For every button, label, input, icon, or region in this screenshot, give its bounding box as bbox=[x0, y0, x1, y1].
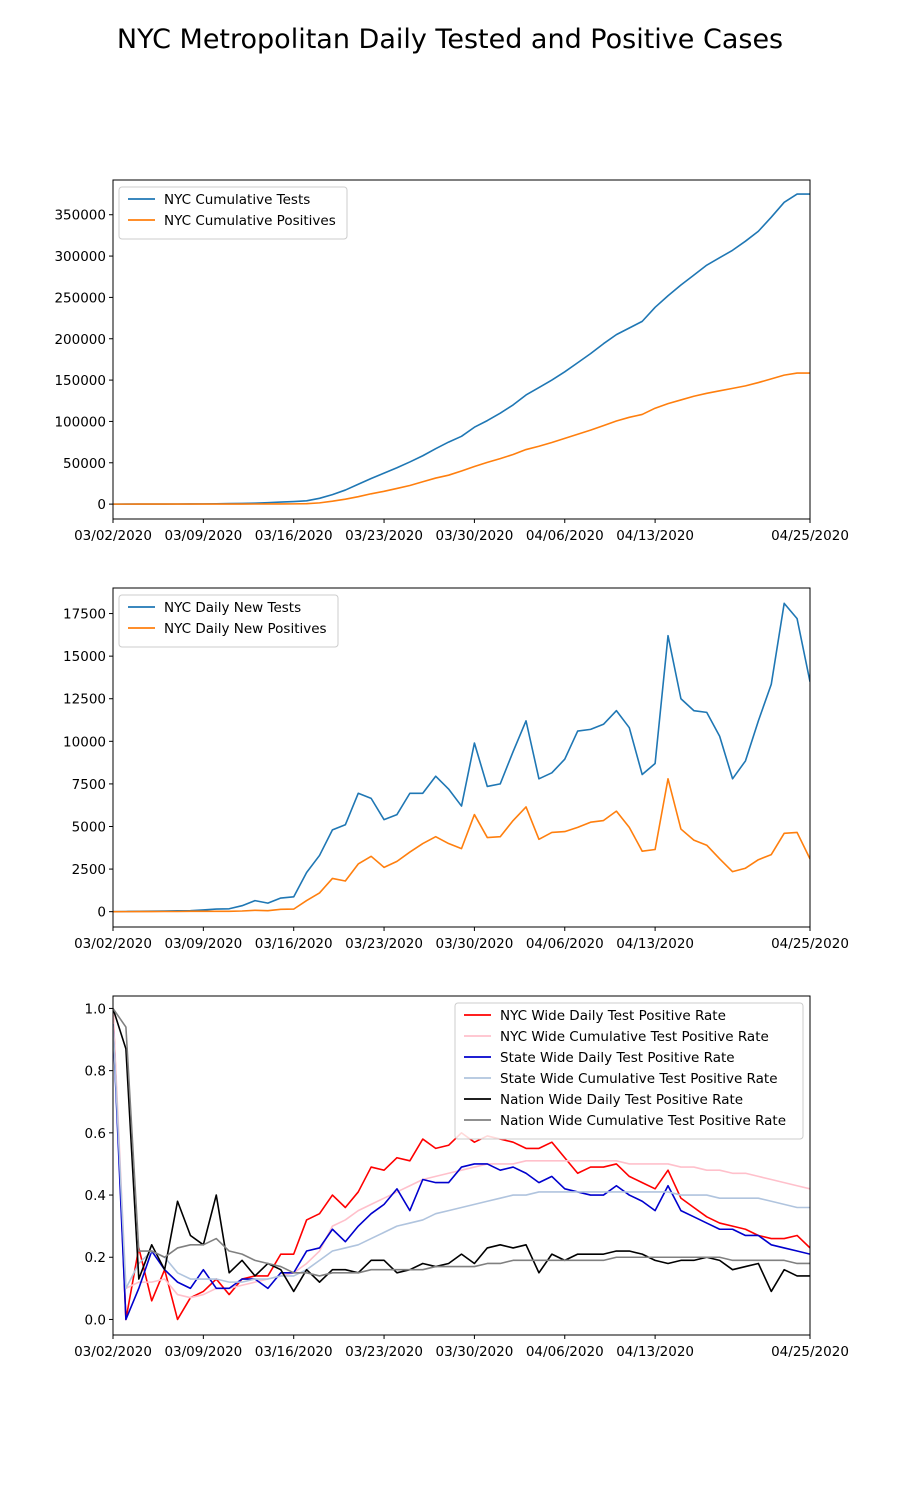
legend-label: NYC Wide Cumulative Test Positive Rate bbox=[500, 1029, 769, 1045]
series-line-1-2 bbox=[113, 372, 810, 505]
y-tick-label: 0.6 bbox=[85, 1126, 106, 1142]
y-tick-label: 250000 bbox=[54, 290, 106, 306]
x-tick-label: 03/23/2020 bbox=[345, 936, 423, 952]
x-tick-label: 03/09/2020 bbox=[164, 1344, 242, 1360]
legend-box bbox=[118, 594, 339, 648]
x-tick-label: 03/02/2020 bbox=[74, 1344, 152, 1360]
x-tick-label: 04/13/2020 bbox=[616, 528, 694, 544]
legend-label: NYC Cumulative Positives bbox=[164, 213, 336, 229]
legend-label: Nation Wide Cumulative Test Positive Rat… bbox=[500, 1113, 786, 1129]
chart-panel-3: 0.0 0.2 0.4 0.6 0.8 1.0 03/02/2020 03/09/2020 03… bbox=[74, 995, 849, 1360]
y-tick-label: 300000 bbox=[54, 249, 106, 265]
y-tick-label: 0.4 bbox=[85, 1188, 106, 1204]
x-tick-label: 04/06/2020 bbox=[526, 936, 604, 952]
x-tick-label: 04/25/2020 bbox=[771, 936, 849, 952]
x-tick-label: 03/02/2020 bbox=[74, 528, 152, 544]
x-tick-label: 03/09/2020 bbox=[164, 936, 242, 952]
x-tick-label: 04/06/2020 bbox=[526, 528, 604, 544]
series-line-1-1 bbox=[113, 193, 810, 505]
x-tick-label: 03/30/2020 bbox=[436, 528, 514, 544]
x-tick-label: 03/16/2020 bbox=[255, 1344, 333, 1360]
y-tick-label: 5000 bbox=[72, 819, 106, 835]
chart-panel-1: 0 50000 100000 150000 200000 250000 300000 3500… bbox=[54, 179, 849, 544]
y-tick-label: 200000 bbox=[54, 332, 106, 348]
x-tick-label: 03/02/2020 bbox=[74, 936, 152, 952]
x-tick-label: 03/09/2020 bbox=[164, 528, 242, 544]
x-tick-label: 03/30/2020 bbox=[436, 1344, 514, 1360]
legend-label: Nation Wide Daily Test Positive Rate bbox=[500, 1092, 743, 1108]
y-tick-label: 0.0 bbox=[85, 1312, 106, 1328]
y-tick-label: 12500 bbox=[63, 692, 106, 708]
y-tick-label: 0 bbox=[97, 905, 106, 921]
y-tick-label: 7500 bbox=[72, 777, 106, 793]
y-tick-label: 50000 bbox=[63, 456, 106, 472]
y-tick-label: 17500 bbox=[63, 607, 106, 623]
x-tick-label: 04/13/2020 bbox=[616, 1344, 694, 1360]
y-tick-label: 0.2 bbox=[85, 1250, 106, 1266]
x-tick-label: 03/30/2020 bbox=[436, 936, 514, 952]
series-line-2-1 bbox=[113, 602, 810, 913]
x-tick-label: 03/23/2020 bbox=[345, 1344, 423, 1360]
y-tick-label: 100000 bbox=[54, 414, 106, 430]
legend-box bbox=[454, 1002, 804, 1140]
x-tick-label: 03/23/2020 bbox=[345, 528, 423, 544]
legend-box bbox=[118, 186, 348, 240]
x-tick-label: 03/16/2020 bbox=[255, 528, 333, 544]
x-tick-label: 04/13/2020 bbox=[616, 936, 694, 952]
figure-title: NYC Metropolitan Daily Tested and Positi… bbox=[116, 24, 784, 55]
series-line-2-2 bbox=[113, 777, 810, 913]
y-tick-label: 150000 bbox=[54, 373, 106, 389]
x-tick-label: 04/25/2020 bbox=[771, 528, 849, 544]
y-tick-label: 2500 bbox=[72, 862, 106, 878]
legend-label: NYC Daily New Tests bbox=[164, 600, 301, 616]
y-tick-label: 1.0 bbox=[85, 1001, 106, 1017]
y-tick-label: 10000 bbox=[63, 734, 106, 750]
legend-label: State Wide Daily Test Positive Rate bbox=[500, 1050, 735, 1066]
legend-label: NYC Daily New Positives bbox=[164, 621, 327, 637]
x-tick-label: 04/25/2020 bbox=[771, 1344, 849, 1360]
x-tick-label: 03/16/2020 bbox=[255, 936, 333, 952]
y-tick-label: 15000 bbox=[63, 649, 106, 665]
y-tick-label: 350000 bbox=[54, 208, 106, 224]
series-line-3-6 bbox=[113, 1007, 810, 1277]
x-tick-label: 04/06/2020 bbox=[526, 1344, 604, 1360]
chart-panel-2: 0 2500 5000 7500 10000 12500 15000 17500 03/02/2… bbox=[63, 587, 849, 952]
plot-frame bbox=[112, 179, 811, 520]
legend-label: NYC Cumulative Tests bbox=[164, 192, 310, 208]
y-tick-label: 0 bbox=[97, 497, 106, 513]
series-line-3-5 bbox=[113, 1008, 810, 1293]
legend-label: NYC Wide Daily Test Positive Rate bbox=[500, 1008, 726, 1024]
series-line-3-3 bbox=[113, 1023, 810, 1321]
y-tick-label: 0.8 bbox=[85, 1064, 106, 1080]
plot-frame bbox=[112, 995, 811, 1336]
plot-frame bbox=[112, 587, 811, 928]
legend-label: State Wide Cumulative Test Positive Rate bbox=[500, 1071, 778, 1087]
series-line-3-4 bbox=[113, 1023, 810, 1290]
